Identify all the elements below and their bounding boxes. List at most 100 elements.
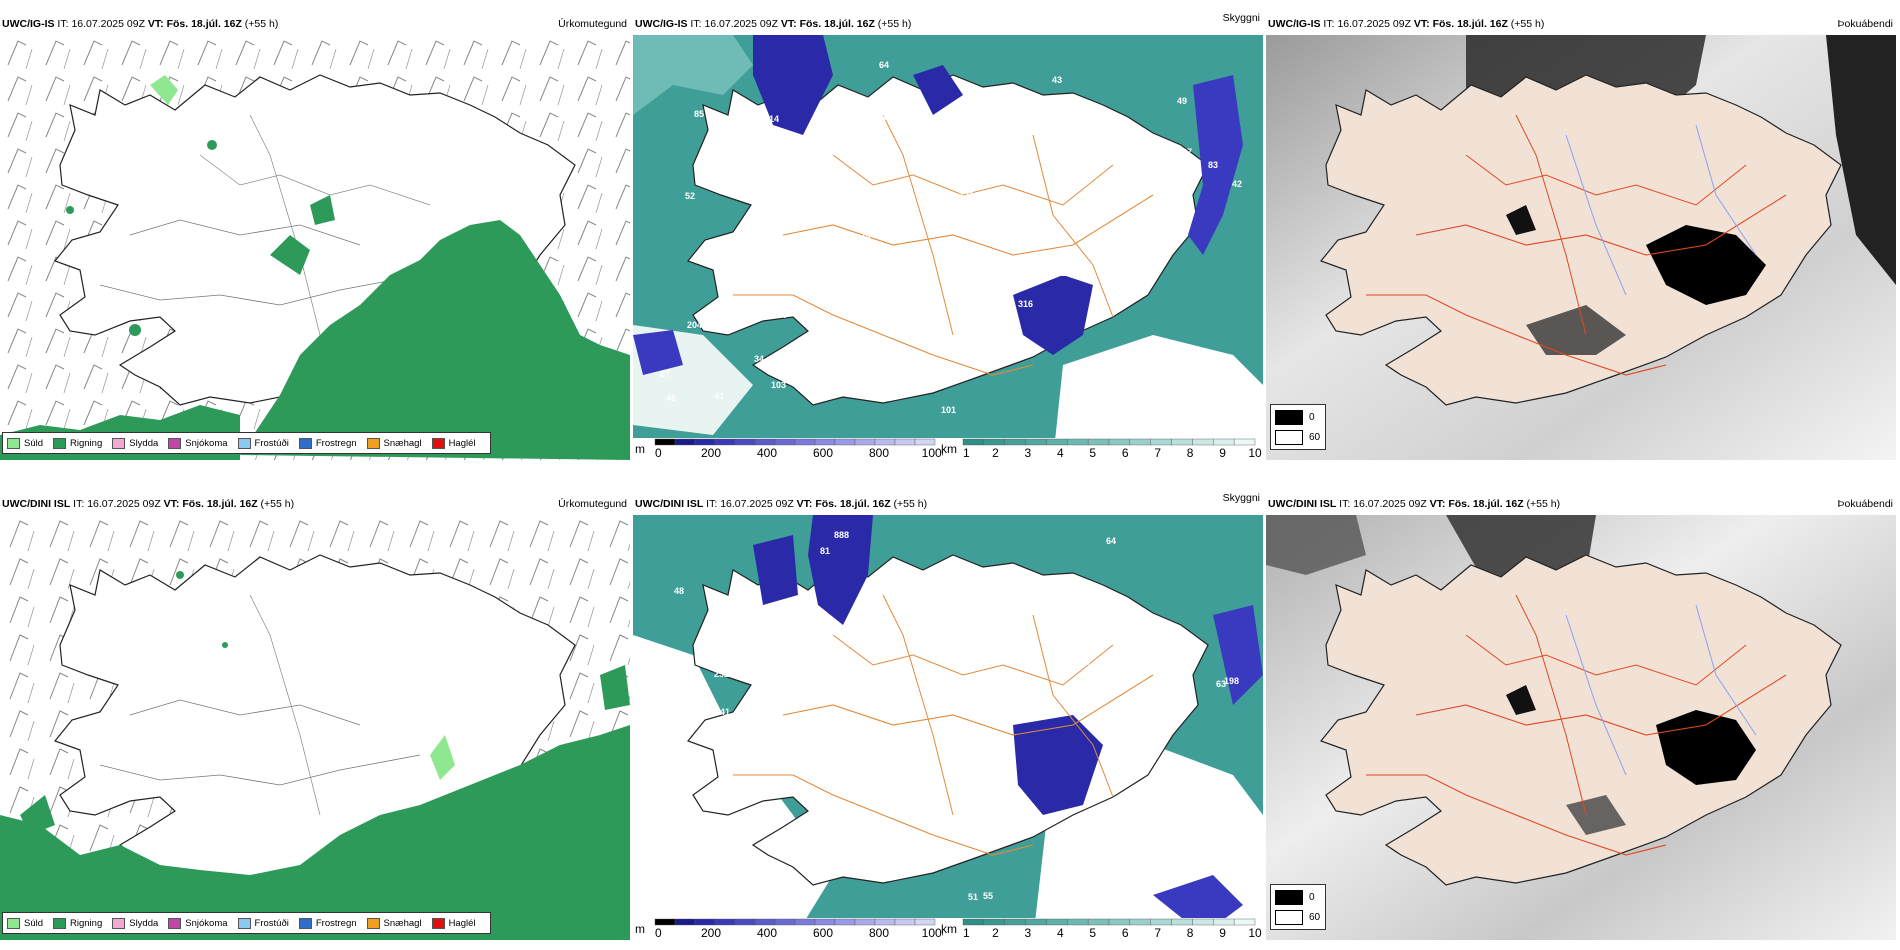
scale-segment [1129,918,1151,926]
fog-legend-row: 60 [1275,910,1320,925]
value-label: 63 [1216,679,1227,689]
scale-segment [894,438,916,446]
value-label: 49 [1177,96,1188,106]
value-label: 81 [820,546,831,556]
scale-tick-label: 0 [655,446,662,460]
value-label: 67 [1062,575,1073,585]
value-label: 252 [714,669,730,679]
model-name: UWC/IG-IS [2,18,55,30]
value-label: 14 [769,114,780,124]
precip-map-bottom[interactable]: Súld Rigning Slydda Snjókoma Frostúði Frostre… [0,515,630,940]
scale-segment [694,438,716,446]
scale-segment [874,918,896,926]
visibility-map-top[interactable]: 445 52 49 146 327 41 43 96 278 89 87 34 197 141 215 85 6… [633,35,1263,460]
value-label: 198 [960,200,976,210]
scale-segment [1192,918,1214,926]
fog-panel-bottom: UWC/DINI ISL IT: 16.07.2025 09Z VT: Fös.… [1266,493,1896,940]
scale-tick-label: 600 [813,446,833,460]
fog-map-bottom[interactable]: 0 60 [1266,515,1896,940]
scale-segment [1192,438,1214,446]
precip-panel-top: UWC/IG-IS IT: 16.07.2025 09Z VT: Fös. 18… [0,13,630,460]
visibility-map-graphic [633,515,1263,940]
scale-segment [1046,918,1068,926]
scale-segment [814,438,836,446]
value-label: 43 [1052,75,1063,85]
scale-segment [834,438,856,446]
value-label: 389 [1075,657,1091,667]
scale-segment [754,918,776,926]
panel-header: UWC/DINI ISL IT: 16.07.2025 09Z VT: Fös.… [633,493,1263,515]
legend-item: Haglél [431,437,476,449]
scale-segment [714,438,736,446]
panel-header: UWC/IG-IS IT: 16.07.2025 09Z VT: Fös. 18… [0,13,630,35]
fog-map-graphic [1266,515,1896,940]
scale-segment [894,918,916,926]
legend-label: Súld [24,917,44,929]
legend-swatch [53,437,67,449]
legend-item: Frostregn [298,437,357,449]
scale-tick-label: 1000 [922,926,943,940]
value-label: 107 [1177,147,1193,157]
legend-swatch [112,917,126,929]
scale-tick-label: 3 [1025,926,1032,940]
value-label: 72 [961,741,972,751]
scale-segment [1087,438,1110,446]
scale-tick-label: 8 [1187,446,1194,460]
scale-segment [794,918,816,926]
fog-map-top[interactable]: 0 60 [1266,35,1896,460]
scale-tick-label: 7 [1154,446,1161,460]
legend-swatch [7,917,20,929]
value-label: 188 [980,609,996,619]
legend-swatch [7,437,20,449]
legend-label: Snæhagl [383,917,422,929]
scale-segment [654,438,676,446]
legend-item: Slydda [112,917,158,929]
scale-segment [774,918,796,926]
scale-segment [1233,918,1256,926]
fog-swatch [1275,910,1303,925]
scale-segment [983,918,1005,926]
valid-time: Fös. 18.júl. 16Z [1448,498,1524,510]
scale-segment [814,918,836,926]
scale-tick-label: 9 [1219,446,1226,460]
legend-swatch [298,437,312,449]
scale-tick-label: 5 [1089,446,1096,460]
scale-tick-label: 400 [757,926,777,940]
legend-swatch [168,437,182,449]
panel-header: UWC/IG-IS IT: 16.07.2025 09Z VT: Fös. 18… [633,13,1263,35]
precip-map-graphic [0,515,630,940]
legend-swatch [366,437,380,449]
scale-segment [1150,438,1172,446]
scale-tick-label: 800 [869,926,889,940]
legend-label: Slydda [129,437,159,449]
visibility-panel-top: UWC/IG-IS IT: 16.07.2025 09Z VT: Fös. 18… [633,13,1263,460]
precip-legend: Súld Rigning Slydda Snjókoma Frostúði Frostre… [2,432,491,454]
scale-segment [962,438,985,446]
visibility-panel-bottom: UWC/DINI ISL IT: 16.07.2025 09Z VT: Fös.… [633,493,1263,940]
legend-label: Súld [24,437,44,449]
scale-segment [1171,438,1193,446]
scale-segment [1108,918,1131,926]
visibility-map-bottom[interactable]: 888 67 63 44 72 41 48 876 85 188 322 55 81 60 51 55 33 64… [633,515,1263,940]
legend-swatch [431,917,445,929]
scale-segment [1171,918,1193,926]
precip-map-top[interactable]: Súld Rigning Slydda Snjókoma Frostúði Frostre… [0,35,630,460]
scale-tick-label: 2 [992,926,999,940]
legend-label: Snæhagl [383,437,422,449]
value-label: 64 [1106,536,1117,546]
value-label: 327 [1010,130,1026,140]
valid-time: Fös. 18.júl. 16Z [815,498,891,510]
value-label: 316 [1018,299,1034,309]
value-label: 46 [666,393,677,403]
fog-legend-row: 0 [1275,410,1315,425]
legend-item: Snæhagl [366,917,422,929]
model-name: UWC/DINI ISL [1268,498,1337,510]
legend-item: Snæhagl [366,437,422,449]
scale-tick-label: 5 [1089,926,1096,940]
value-label: 41 [714,391,725,401]
value-label: 107 [773,310,789,320]
value-label: 83 [1208,160,1219,170]
scale-segment [1067,438,1089,446]
value-label: 44 [888,724,899,734]
lead-time: (+55 h) [893,498,928,510]
